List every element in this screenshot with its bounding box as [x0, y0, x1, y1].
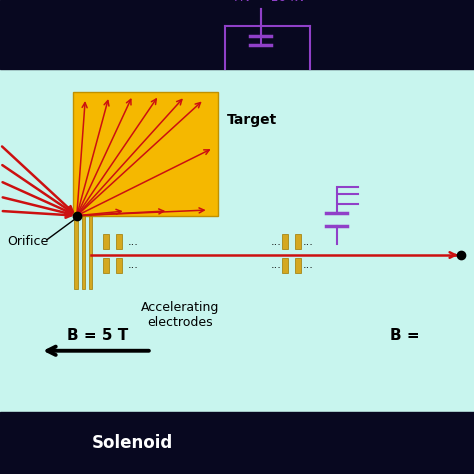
Text: Target: Target: [227, 112, 277, 127]
Text: Orifice: Orifice: [7, 235, 48, 248]
Text: ...: ...: [128, 237, 139, 247]
Bar: [0, 69, 474, 412]
Bar: [116, 234, 122, 249]
Text: ...: ...: [271, 260, 282, 271]
Bar: [282, 258, 288, 273]
Bar: [89, 216, 92, 289]
Bar: [82, 216, 85, 289]
Bar: [295, 234, 301, 249]
Bar: [0, 0, 474, 69]
Text: B = 5 T: B = 5 T: [66, 328, 128, 343]
Bar: [74, 216, 78, 289]
Text: Solenoid: Solenoid: [92, 434, 173, 452]
Text: ...: ...: [128, 260, 139, 271]
Text: HV = 10 kV: HV = 10 kV: [234, 0, 306, 4]
Bar: [0, 412, 474, 474]
Text: ...: ...: [271, 237, 282, 247]
Bar: [282, 234, 288, 249]
Bar: [103, 234, 109, 249]
Bar: [73, 92, 218, 216]
Bar: [116, 258, 122, 273]
Bar: [295, 258, 301, 273]
Text: ...: ...: [302, 237, 313, 247]
Text: B =: B =: [391, 328, 420, 343]
Text: ...: ...: [302, 260, 313, 271]
Bar: [103, 258, 109, 273]
Text: Accelerating
electrodes: Accelerating electrodes: [141, 301, 219, 329]
